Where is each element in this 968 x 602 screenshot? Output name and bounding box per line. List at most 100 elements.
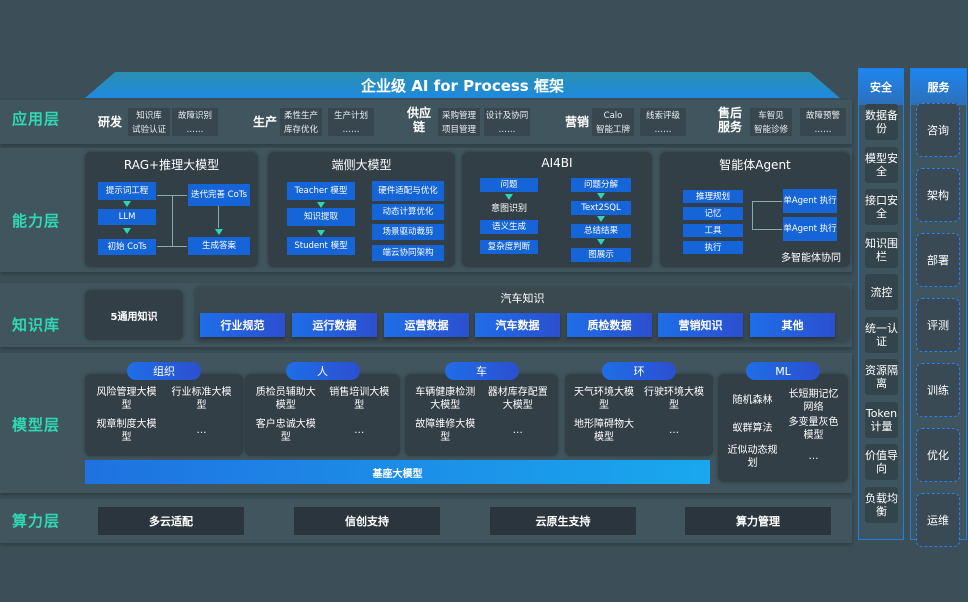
capability-box[interactable]: 端云协同架构 xyxy=(372,245,444,261)
capability-box[interactable]: 硬件适配与优化 xyxy=(372,181,444,201)
capability-box[interactable]: 单Agent 执行 xyxy=(783,217,837,241)
capability-box[interactable]: Text2SQL xyxy=(571,201,631,215)
model-item[interactable]: 行业标准大模型 xyxy=(171,387,232,411)
knowledge-item[interactable]: 行业规范 xyxy=(200,313,285,337)
capability-box[interactable]: 动态计算优化 xyxy=(372,204,444,220)
capability-box[interactable]: 图展示 xyxy=(571,248,631,262)
capability-box[interactable]: 记忆 xyxy=(683,207,743,220)
capability-box[interactable]: 问题 xyxy=(480,178,538,192)
model-item[interactable]: … xyxy=(354,425,365,436)
capability-box[interactable]: LLM xyxy=(98,209,156,225)
service-item[interactable]: 部署 xyxy=(916,233,960,287)
model-item[interactable]: … xyxy=(669,425,679,436)
model-item[interactable]: … xyxy=(808,451,819,462)
app-item[interactable]: …… xyxy=(800,122,846,136)
model-item[interactable]: 随机森林 xyxy=(732,395,773,406)
security-item[interactable]: 数据备份 xyxy=(865,104,898,140)
capability-box[interactable]: 复杂度判断 xyxy=(480,240,538,254)
model-group-card xyxy=(245,374,400,456)
arrow-down-icon xyxy=(597,193,605,199)
app-item[interactable]: …… xyxy=(640,122,686,136)
compute-item[interactable]: 多云适配 xyxy=(98,507,244,535)
knowledge-item[interactable]: 运行数据 xyxy=(292,313,377,337)
compute-item[interactable]: 算力管理 xyxy=(685,507,831,535)
security-item[interactable]: 负载均衡 xyxy=(865,486,898,523)
app-group-title: 生产 xyxy=(252,115,277,129)
capability-box[interactable]: 迭代完善 CoTs xyxy=(188,184,250,206)
capability-box[interactable]: 语义生成 xyxy=(480,220,538,234)
app-item[interactable]: 智能工牌 xyxy=(592,122,634,136)
model-item[interactable]: 车辆健康检测大模型 xyxy=(415,387,476,411)
app-item[interactable]: …… xyxy=(328,122,374,136)
security-item[interactable]: 接口安全 xyxy=(865,189,898,225)
compute-item[interactable]: 信创支持 xyxy=(294,507,440,535)
app-item[interactable]: 试验认证 xyxy=(128,122,170,136)
capability-box[interactable]: 场景驱动裁剪 xyxy=(372,224,444,240)
service-item[interactable]: 架构 xyxy=(916,168,960,222)
model-item[interactable]: 近似动态规划 xyxy=(727,445,778,469)
security-item[interactable]: Token 计量 xyxy=(865,401,898,438)
security-item[interactable]: 知识围栏 xyxy=(865,231,898,268)
security-item[interactable]: 价值导向 xyxy=(865,444,898,480)
card-title: RAG+推理大模型 xyxy=(123,158,220,172)
app-item[interactable]: 知识库 xyxy=(128,108,170,122)
knowledge-item[interactable]: 营销知识 xyxy=(658,313,743,337)
app-item[interactable]: 柔性生产 xyxy=(280,108,322,122)
app-item[interactable]: 采购管理 xyxy=(438,108,480,122)
knowledge-item[interactable]: 运营数据 xyxy=(384,313,469,337)
model-item[interactable]: 器材库存配置大模型 xyxy=(487,387,548,411)
capability-box[interactable]: 总结结果 xyxy=(571,224,631,238)
model-item[interactable]: 故障维修大模型 xyxy=(415,419,476,443)
service-item[interactable]: 咨询 xyxy=(916,103,960,157)
security-item[interactable]: 资源隔离 xyxy=(865,359,898,395)
general-knowledge-label: 5通用知识 xyxy=(110,311,158,323)
capability-box[interactable]: 推理规划 xyxy=(683,190,743,203)
app-item[interactable]: …… xyxy=(484,122,530,136)
service-item[interactable]: 训练 xyxy=(916,363,960,417)
app-item[interactable]: …… xyxy=(172,122,218,136)
capability-box[interactable]: 提示词工程 xyxy=(98,182,156,200)
model-item[interactable]: 客户忠诚大模型 xyxy=(255,419,316,443)
model-item[interactable]: 质检员辅助大模型 xyxy=(255,387,316,411)
app-item[interactable]: 故障预警 xyxy=(800,108,846,122)
app-item[interactable]: 生产计划 xyxy=(328,108,374,122)
capability-box[interactable]: 初始 CoTs xyxy=(98,239,156,255)
capability-box[interactable]: 单Agent 执行 xyxy=(783,189,837,213)
capability-box[interactable]: Teacher 模型 xyxy=(287,182,355,200)
knowledge-item[interactable]: 汽车数据 xyxy=(475,313,560,337)
capability-box[interactable]: 生成答案 xyxy=(188,237,250,255)
model-item[interactable]: 天气环境大模型 xyxy=(574,387,634,411)
app-item[interactable]: 线索评级 xyxy=(640,108,686,122)
service-item[interactable]: 评测 xyxy=(916,298,960,352)
security-item[interactable]: 流控 xyxy=(865,274,898,310)
model-item[interactable]: 长短期记忆网络 xyxy=(788,389,839,413)
capability-box[interactable]: 工具 xyxy=(683,224,743,237)
capability-box[interactable]: Student 模型 xyxy=(287,237,355,255)
capability-box[interactable]: 问题分解 xyxy=(571,178,631,192)
service-item[interactable]: 运维 xyxy=(916,493,960,547)
model-item[interactable]: 行驶环境大模型 xyxy=(644,387,704,411)
security-item[interactable]: 统一认证 xyxy=(865,316,898,353)
model-item[interactable]: 地形障碍物大模型 xyxy=(574,419,634,443)
capability-box[interactable]: 执行 xyxy=(683,241,743,254)
model-item[interactable]: … xyxy=(512,425,523,436)
knowledge-item[interactable]: 其他 xyxy=(750,313,835,337)
capability-box[interactable]: 知识提取 xyxy=(287,208,355,226)
model-item[interactable]: 销售培训大模型 xyxy=(329,387,390,411)
app-item[interactable]: 智能诊修 xyxy=(750,122,792,136)
service-item[interactable]: 优化 xyxy=(916,428,960,482)
app-item[interactable]: 项目管理 xyxy=(438,122,480,136)
model-item[interactable]: … xyxy=(196,425,207,436)
app-item[interactable]: 设计及协同 xyxy=(484,108,530,122)
compute-item[interactable]: 云原生支持 xyxy=(490,507,636,535)
app-item[interactable]: 故障识别 xyxy=(172,108,218,122)
security-item[interactable]: 模型安全 xyxy=(865,146,898,183)
app-item[interactable]: Calo xyxy=(592,108,634,122)
knowledge-item[interactable]: 质检数据 xyxy=(567,313,652,337)
model-item[interactable]: 风险管理大模型 xyxy=(96,387,157,411)
model-item[interactable]: 蚁群算法 xyxy=(732,423,773,434)
app-item[interactable]: 库存优化 xyxy=(280,122,322,136)
model-item[interactable]: 多变量灰色模型 xyxy=(788,417,839,441)
model-item[interactable]: 规章制度大模型 xyxy=(96,419,157,443)
app-item[interactable]: 车智见 xyxy=(750,108,792,122)
